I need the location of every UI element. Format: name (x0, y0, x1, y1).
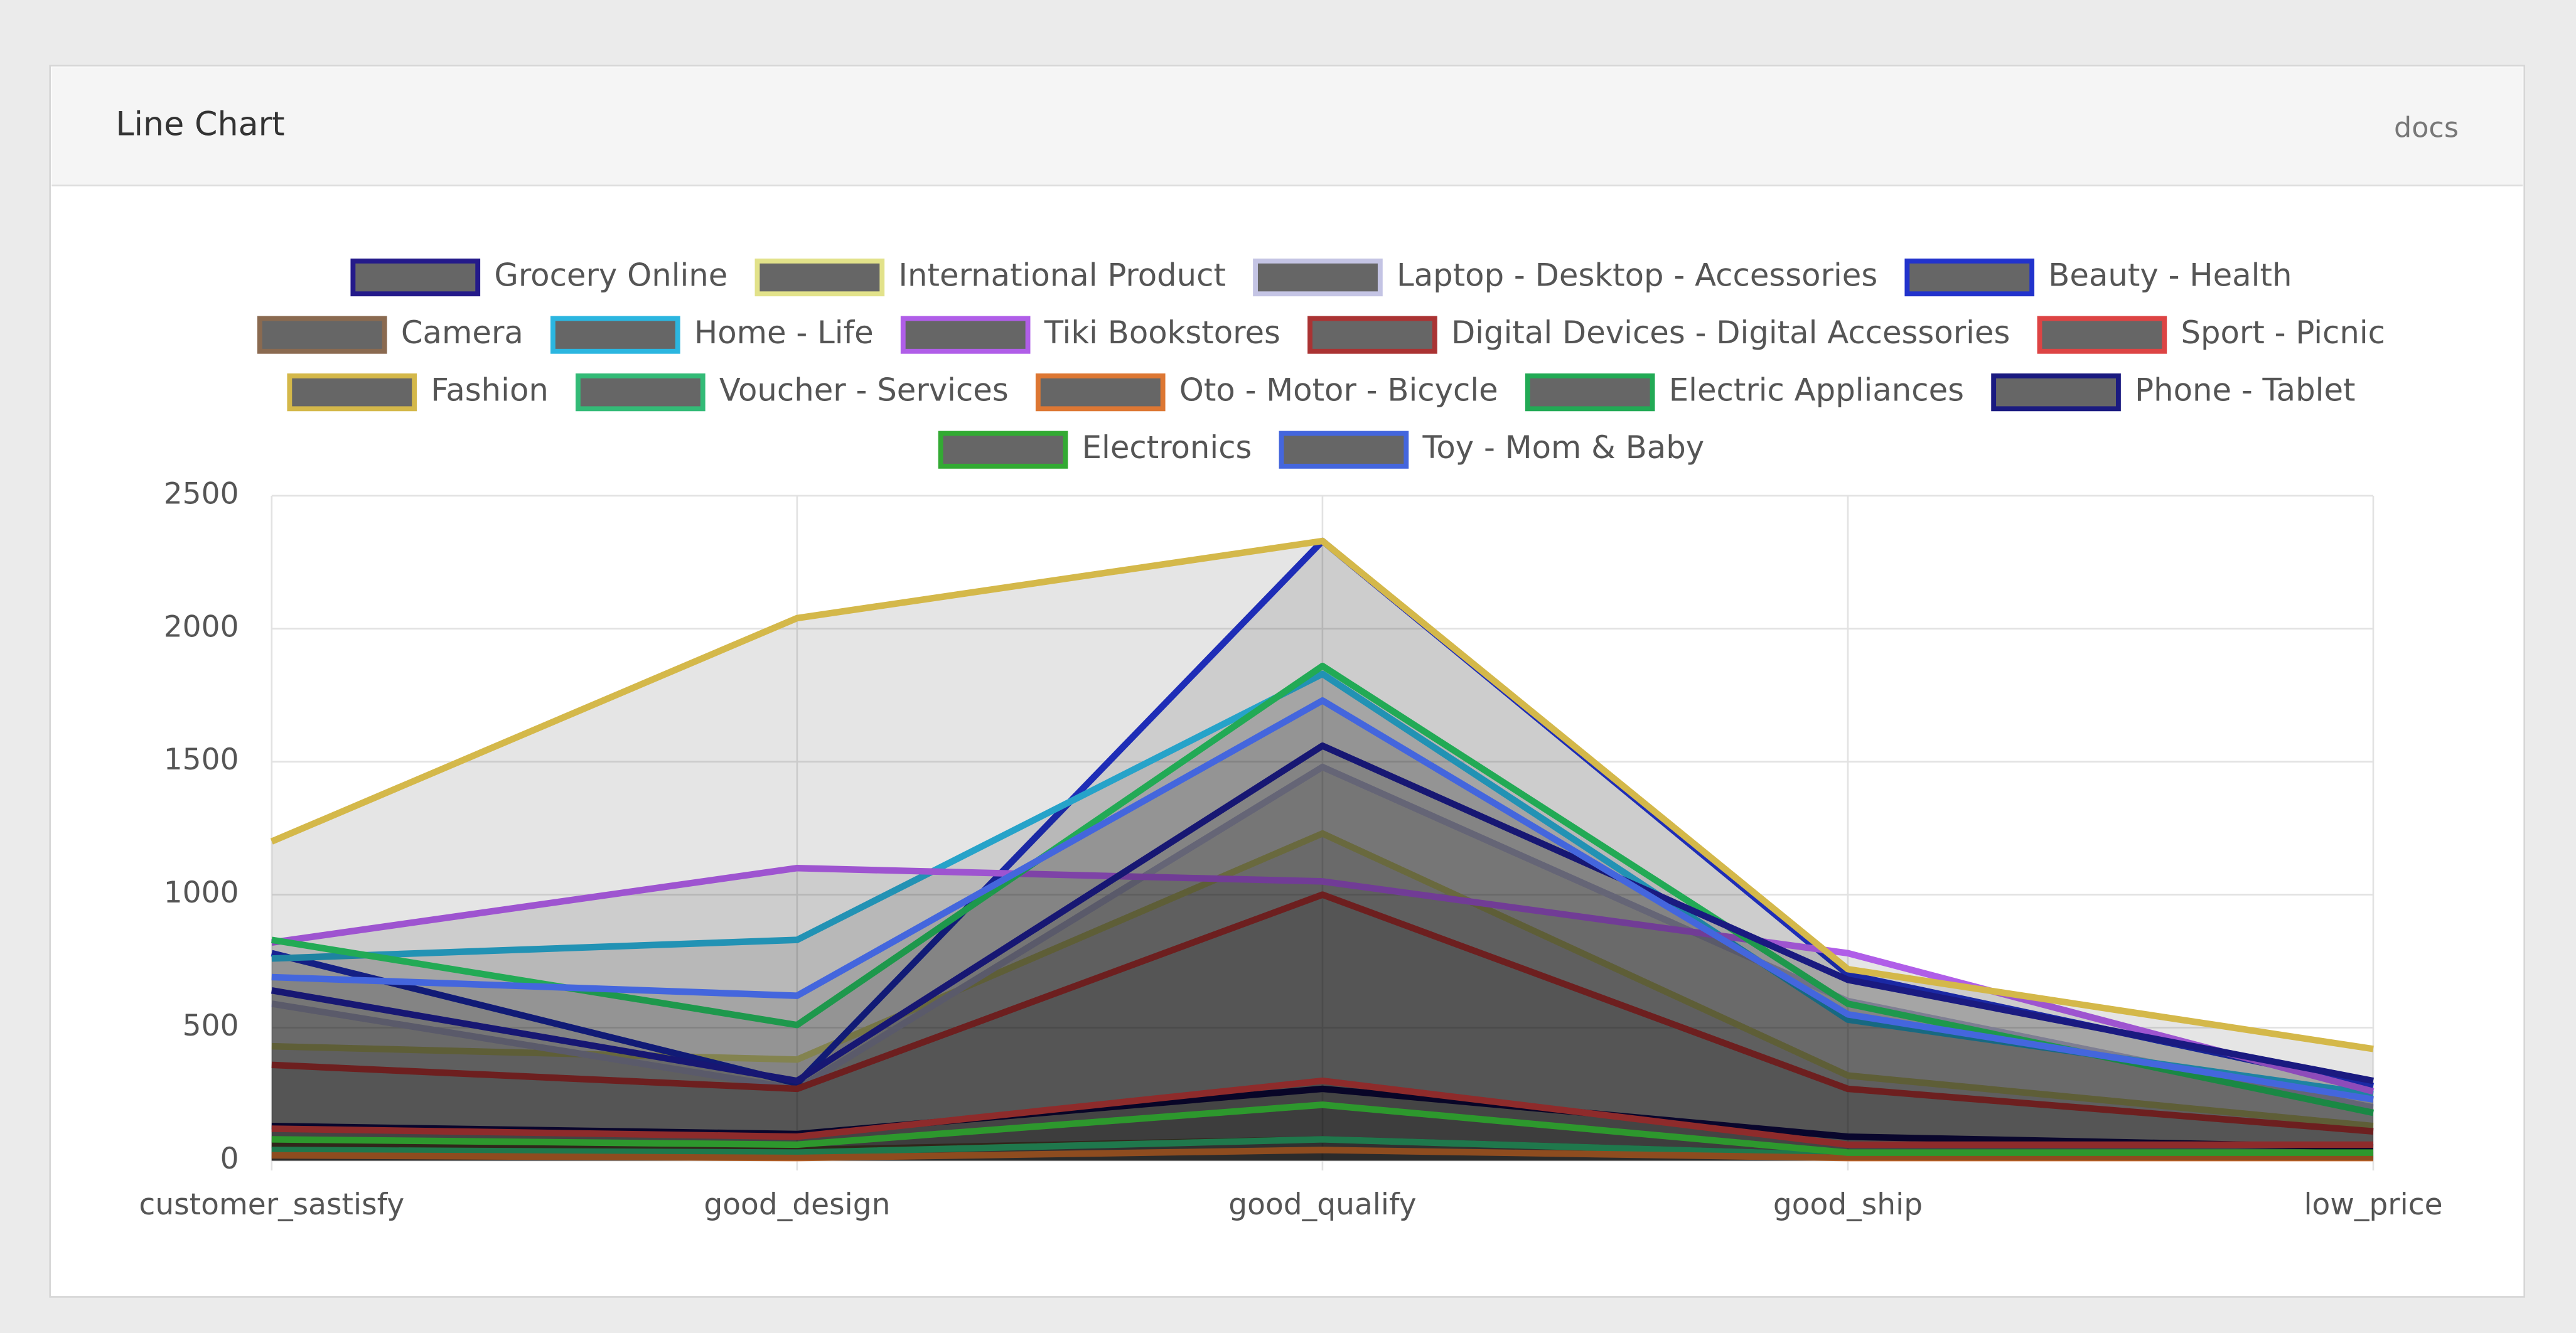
series-area (271, 894, 2374, 1161)
series-line (271, 1077, 2374, 1148)
legend-swatch (1253, 258, 1383, 297)
legend-label: Voucher - Services (719, 372, 1009, 409)
legend-label: International Product (898, 257, 1226, 294)
series-line (271, 891, 2374, 1135)
y-tick-label: 2500 (164, 476, 239, 511)
legend-label: Electronics (1082, 429, 1252, 466)
legend-label: Grocery Online (494, 257, 727, 294)
legend-label: Beauty - Health (2048, 257, 2292, 294)
legend-label: Oto - Motor - Bicycle (1179, 372, 1498, 409)
x-tick-label: low_price (2304, 1187, 2442, 1222)
series-area (271, 673, 2374, 1161)
legend-swatch (550, 316, 680, 354)
series-line (270, 537, 2374, 1052)
legend-swatch (1904, 258, 2035, 297)
series-line (271, 830, 2374, 1130)
card-header (51, 67, 2523, 186)
legend-label: Electric Appliances (1669, 372, 1964, 409)
series-area (271, 746, 2374, 1161)
series-area (271, 700, 2374, 1161)
legend-swatch (1279, 431, 1409, 469)
series-line (271, 763, 2375, 1111)
x-tick-label: good_design (704, 1187, 890, 1222)
legend-row: Electronics Toy - Mom & Baby (938, 429, 1704, 469)
series-area (271, 666, 2374, 1161)
legend-swatch (900, 316, 1031, 354)
series-area (271, 767, 2374, 1161)
legend-row: Camera Home - Life Tiki Bookstores Digital … (257, 314, 2385, 354)
legend-swatch (1991, 373, 2121, 412)
y-tick-label: 2000 (164, 609, 239, 644)
series-line (271, 742, 2375, 1084)
legend-swatch (1307, 316, 1437, 354)
y-tick-label: 0 (220, 1142, 239, 1176)
card-title: Line Chart (115, 105, 284, 143)
legend-swatch (287, 373, 417, 412)
legend-swatch (1035, 373, 1166, 412)
series-area (271, 1081, 2374, 1161)
y-tick-label: 1500 (164, 742, 239, 777)
y-tick-label: 1000 (164, 875, 239, 910)
legend-label: Tiki Bookstores (1044, 314, 1280, 351)
legend-swatch (754, 258, 885, 297)
legend-swatch (257, 316, 387, 354)
y-tick-label: 500 (183, 1009, 239, 1043)
legend-label: Camera (401, 314, 523, 351)
legend-row: Fashion Voucher - Services Oto - Motor - B… (287, 372, 2356, 412)
legend-label: Toy - Mom & Baby (1422, 429, 1704, 466)
legend-label: Sport - Picnic (2181, 314, 2385, 351)
legend-swatch (2037, 316, 2167, 354)
series-line (271, 1101, 2374, 1156)
x-tick-label: good_qualify (1228, 1187, 1416, 1222)
legend-swatch (938, 431, 1068, 469)
x-tick-label: customer_sastisfy (139, 1187, 404, 1222)
x-tick-label: good_ship (1773, 1187, 1923, 1222)
legend-label: Digital Devices - Digital Accessories (1451, 314, 2010, 351)
docs-link[interactable]: docs (2394, 112, 2459, 144)
legend-swatch (576, 373, 706, 412)
series-line (271, 1147, 2374, 1162)
series-line (271, 697, 2374, 1103)
legend-label: Phone - Tablet (2135, 372, 2355, 409)
legend-swatch (350, 258, 481, 297)
legend-label: Fashion (431, 372, 549, 409)
legend-row: Grocery Online International Product Lapto… (350, 257, 2292, 297)
series-line (271, 864, 2375, 1095)
legend-swatch (1525, 373, 1655, 412)
legend-label: Laptop - Desktop - Accessories (1397, 257, 1877, 294)
legend-label: Home - Life (694, 314, 874, 351)
